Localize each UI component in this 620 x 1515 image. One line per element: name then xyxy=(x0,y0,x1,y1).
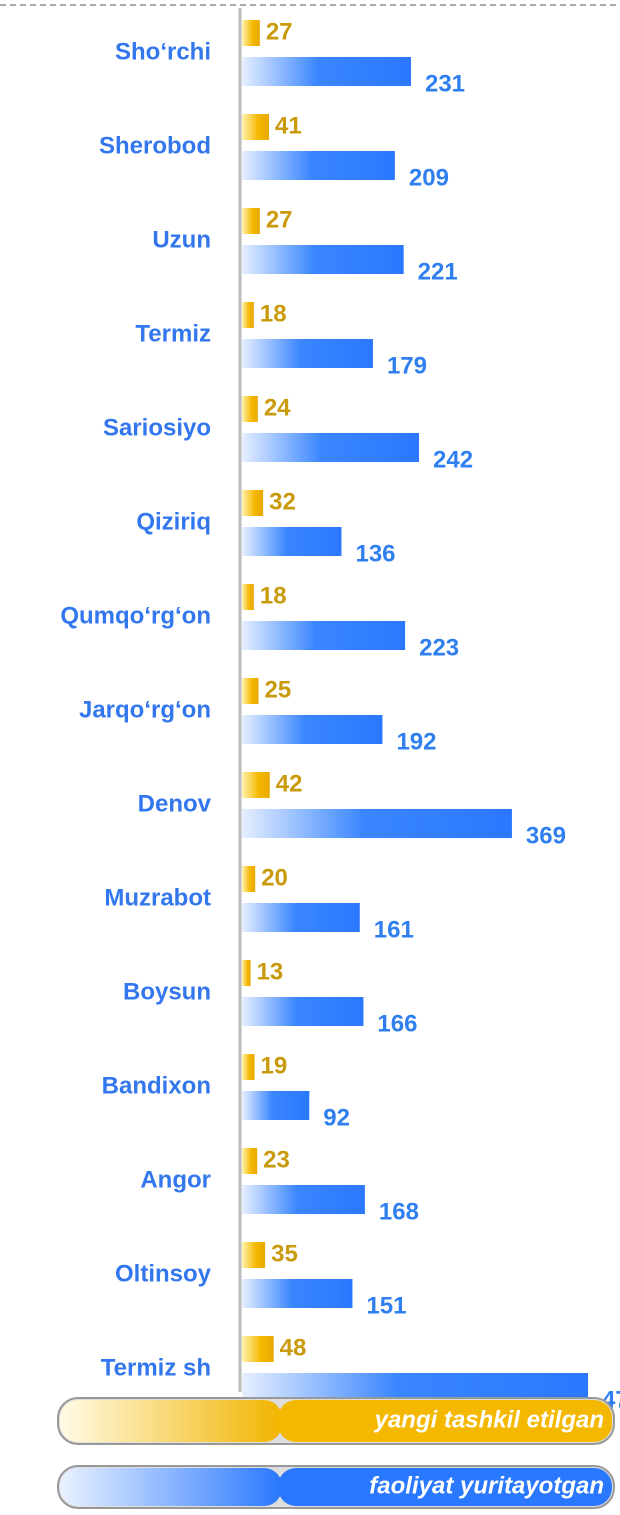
category-label: Oltinsoy xyxy=(115,1260,212,1287)
legend-swatch xyxy=(278,1468,612,1506)
category-label: Uzun xyxy=(152,226,211,253)
category-label: Angor xyxy=(140,1166,211,1193)
value-label: 166 xyxy=(377,1010,417,1037)
value-label: 18 xyxy=(260,582,287,609)
bar xyxy=(242,151,395,180)
bar xyxy=(242,57,411,86)
value-label: 209 xyxy=(409,164,449,191)
value-label: 168 xyxy=(379,1198,419,1225)
category-label: Boysun xyxy=(123,978,211,1005)
value-label: 24 xyxy=(264,394,291,421)
category-label: Muzrabot xyxy=(104,884,211,911)
value-label: 13 xyxy=(257,958,284,985)
bar xyxy=(242,433,420,462)
value-label: 20 xyxy=(261,864,288,891)
category-label: Sariosiyo xyxy=(103,414,211,441)
bar xyxy=(242,903,360,932)
category-label: Denov xyxy=(138,790,212,817)
bar xyxy=(242,339,373,368)
bar xyxy=(242,245,404,274)
bar xyxy=(242,1054,255,1080)
bar xyxy=(242,809,512,838)
value-label: 242 xyxy=(433,446,473,473)
value-label: 136 xyxy=(355,540,395,567)
value-label: 223 xyxy=(419,634,459,661)
bar xyxy=(242,1336,274,1362)
legend-swatch xyxy=(60,1400,282,1442)
bar xyxy=(242,302,254,328)
bar xyxy=(242,772,270,798)
bar xyxy=(242,584,254,610)
category-label: Sherobod xyxy=(99,132,211,159)
bar xyxy=(242,960,251,986)
value-label: 161 xyxy=(374,916,414,943)
bar xyxy=(242,208,260,234)
bar xyxy=(242,1242,266,1268)
category-label: Jarqo‘rg‘on xyxy=(79,696,211,723)
value-label: 18 xyxy=(260,300,287,327)
value-label: 369 xyxy=(526,822,566,849)
bar xyxy=(242,490,264,516)
value-label: 92 xyxy=(323,1104,350,1131)
value-label: 25 xyxy=(265,676,292,703)
bar xyxy=(242,114,270,140)
bar xyxy=(242,20,260,46)
value-label: 35 xyxy=(271,1240,298,1267)
value-label: 27 xyxy=(266,18,293,45)
category-label: Sho‘rchi xyxy=(115,38,211,65)
value-label: 32 xyxy=(269,488,296,515)
value-label: 41 xyxy=(275,112,302,139)
bar xyxy=(242,1091,310,1120)
legend-label: faoliyat yuritayotgan xyxy=(369,1472,604,1499)
bar xyxy=(242,715,383,744)
bar xyxy=(242,997,364,1026)
bar xyxy=(242,1279,353,1308)
value-label: 23 xyxy=(263,1146,290,1173)
value-label: 48 xyxy=(280,1334,307,1361)
bar xyxy=(242,1148,258,1174)
value-label: 179 xyxy=(387,352,427,379)
category-label: Bandixon xyxy=(102,1072,211,1099)
value-label: 151 xyxy=(366,1292,406,1319)
bar xyxy=(242,527,342,556)
category-label: Termiz sh xyxy=(101,1354,211,1381)
value-label: 27 xyxy=(266,206,293,233)
value-label: 19 xyxy=(261,1052,288,1079)
bar xyxy=(242,1185,365,1214)
legend-swatch xyxy=(278,1400,612,1442)
value-label: 231 xyxy=(425,70,465,97)
bar xyxy=(242,396,258,422)
category-label: Qumqo‘rg‘on xyxy=(60,602,211,629)
value-label: 221 xyxy=(418,258,458,285)
legend-label: yangi tashkil etilgan xyxy=(374,1406,604,1433)
legend-swatch xyxy=(60,1468,282,1506)
value-label: 192 xyxy=(396,728,436,755)
bar xyxy=(242,866,256,892)
category-label: Qiziriq xyxy=(136,508,211,535)
value-label: 42 xyxy=(276,770,303,797)
bar xyxy=(242,678,259,704)
category-label: Termiz xyxy=(135,320,211,347)
bar xyxy=(242,621,406,650)
